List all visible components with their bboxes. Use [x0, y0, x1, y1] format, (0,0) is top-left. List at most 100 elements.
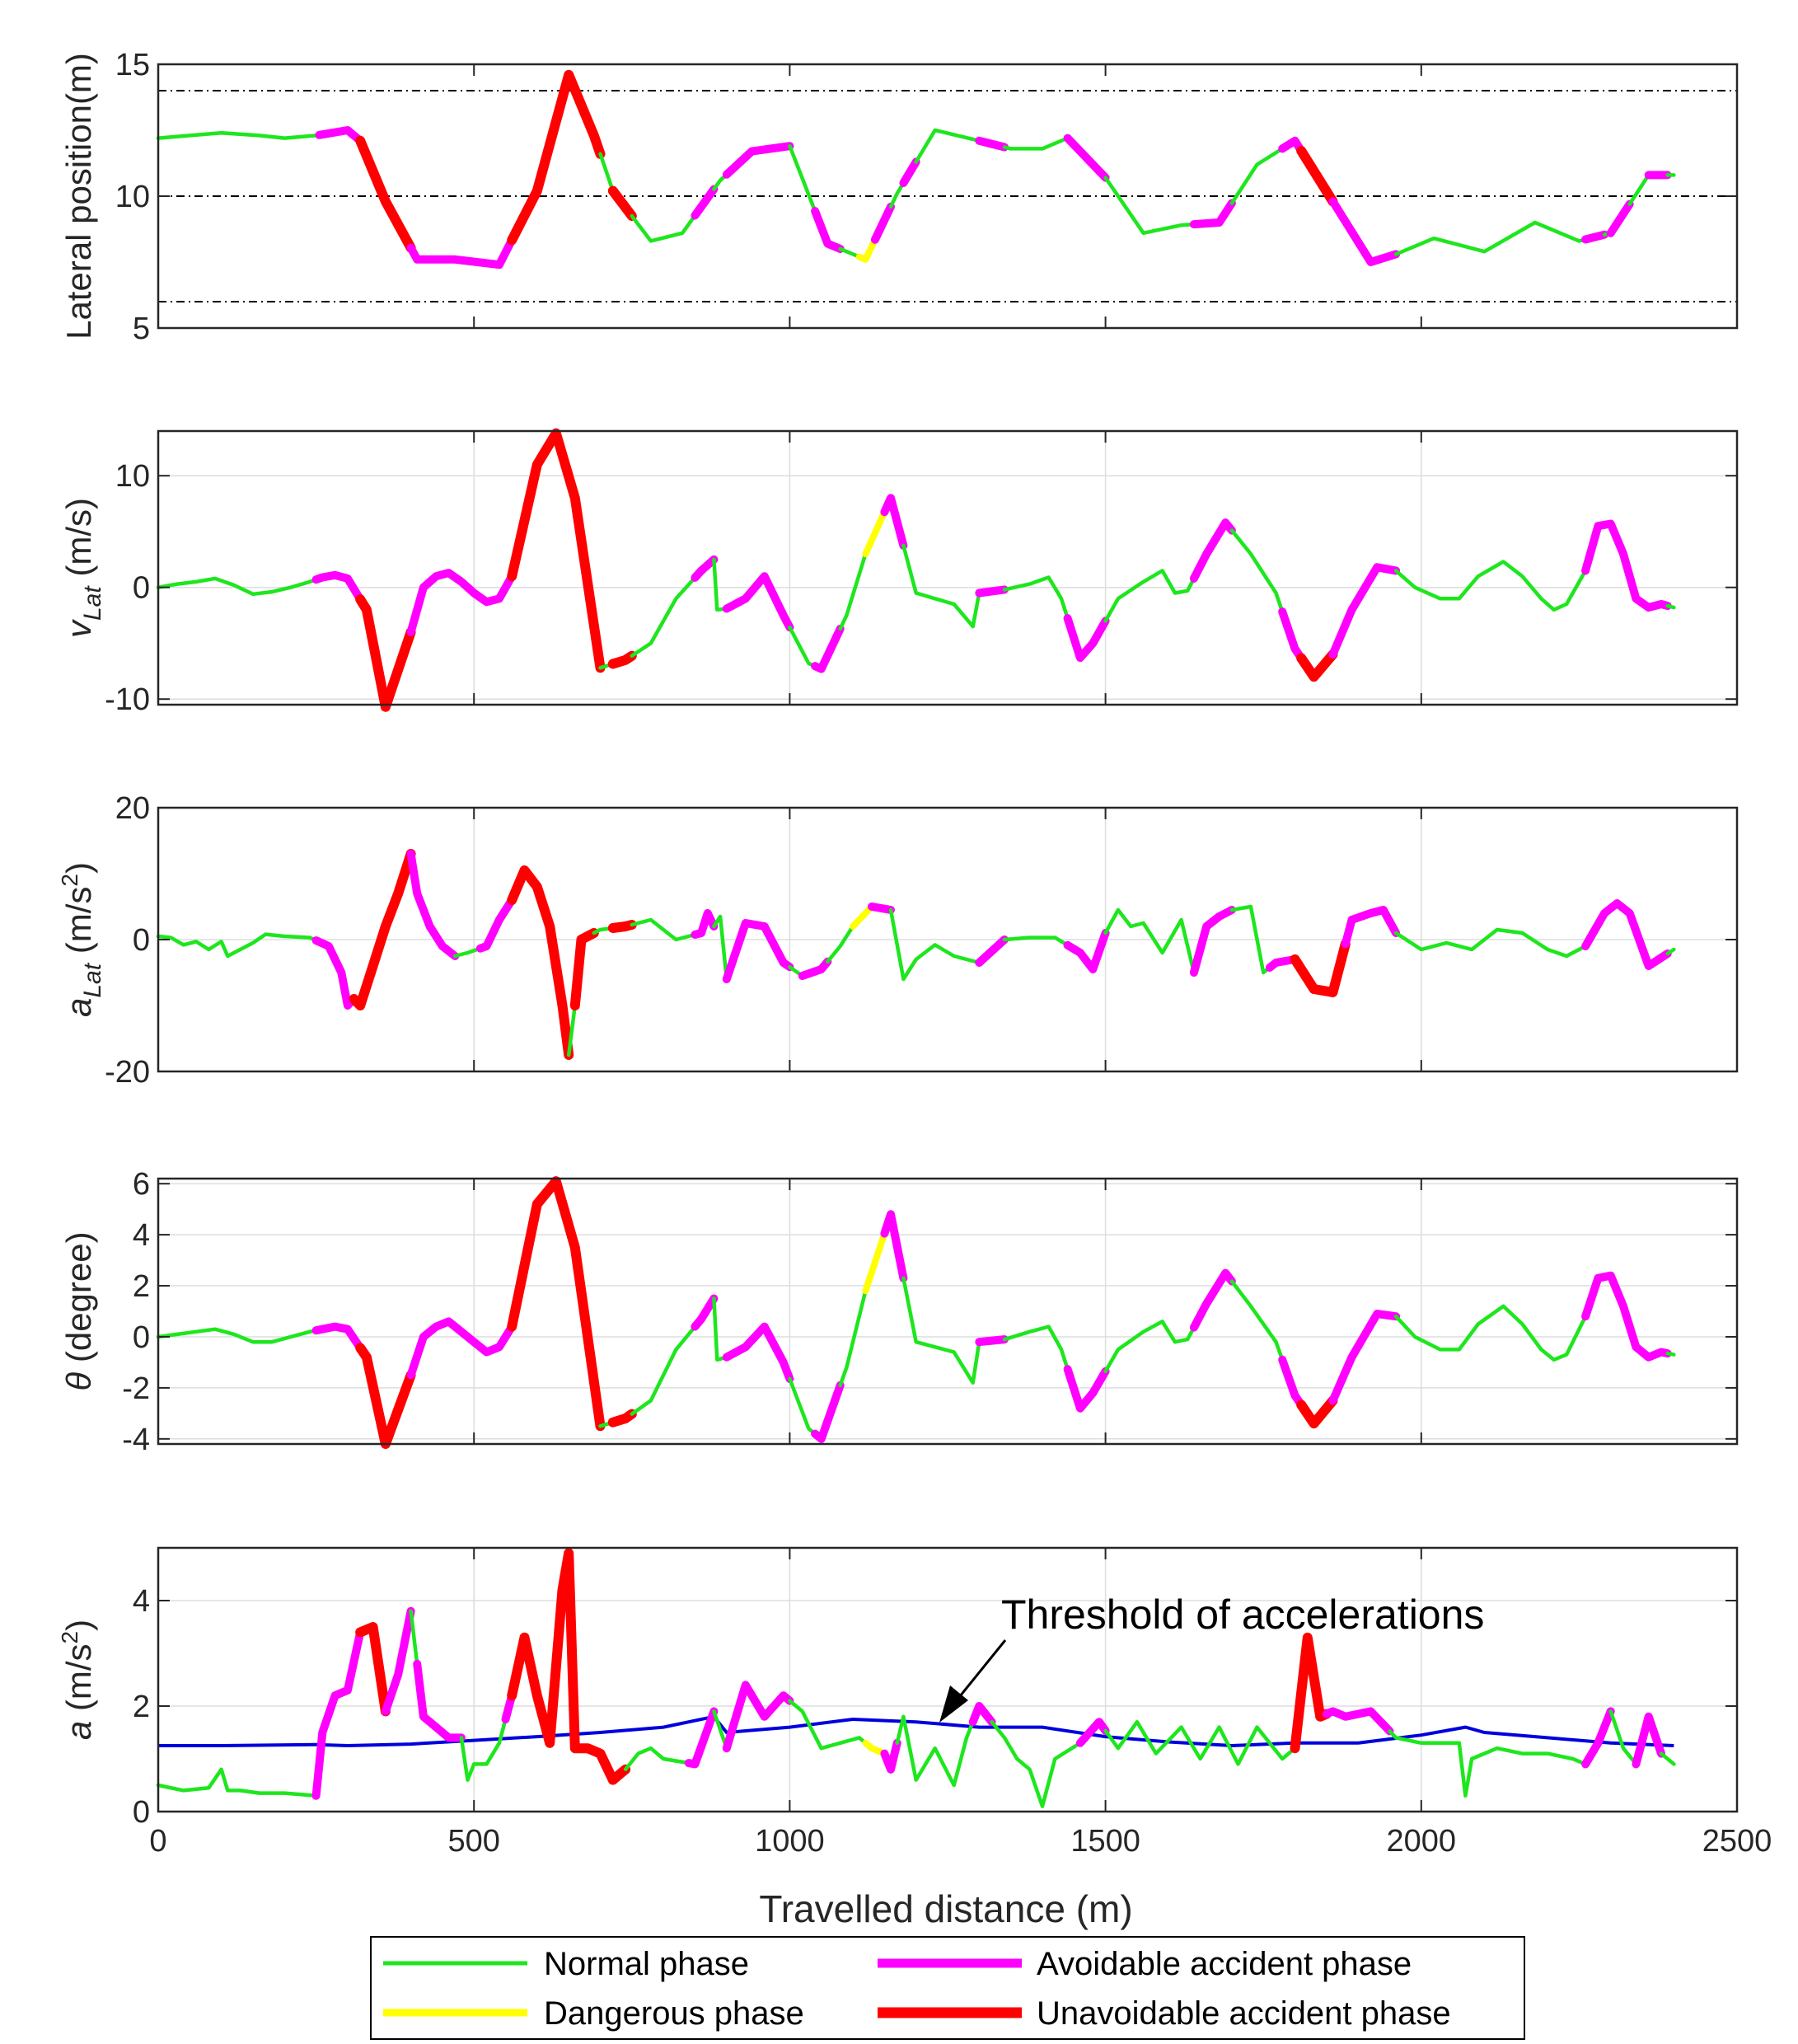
series-segment-avoidable-3: [406, 236, 517, 270]
series-segment-normal-32: [1627, 173, 1651, 206]
series-segment-avoidable-26: [1632, 1712, 1665, 1769]
series-segment-normal-13: [838, 551, 868, 631]
legend-label-unavoidable: Unavoidable accident phase: [1037, 1995, 1451, 2032]
y-axis-label: vLat (m/s): [59, 498, 106, 638]
series-segment-unavoidable-6: [507, 865, 574, 1060]
series-segment-unavoidable-8: [507, 1548, 631, 1785]
legend-box: [370, 1936, 1525, 2040]
series-segment-avoidable-21: [975, 935, 1009, 967]
series-segment-normal-6: [459, 1717, 508, 1782]
series-segment-normal-16: [901, 1276, 981, 1385]
series-segment-unavoidable-24: [1296, 1395, 1338, 1429]
series-segment-avoidable-10: [684, 1707, 719, 1769]
y-tick-label: -10: [105, 682, 150, 717]
series-segment-avoidable-25: [1328, 563, 1401, 659]
series-segment-avoidable-25: [1328, 1310, 1401, 1405]
series-segment-normal-7: [630, 213, 697, 243]
y-tick-label: 2: [133, 1690, 150, 1724]
series-segment-avoidable-17: [975, 1335, 1009, 1347]
x-tick-label: 2500: [1702, 1824, 1772, 1859]
series-segment-avoidable-29: [1581, 230, 1609, 244]
y-tick-label: 0: [133, 1320, 150, 1355]
series-segment-avoidable-21: [1189, 1268, 1236, 1332]
series-segment-unavoidable-2: [355, 1343, 416, 1449]
series-segment-avoidable-17: [968, 1702, 996, 1727]
series-segment-avoidable-3: [406, 850, 460, 960]
series-segment-avoidable-12: [811, 207, 845, 253]
y-tick-label: 10: [115, 180, 150, 214]
series-segment-normal-16: [901, 543, 981, 629]
series-segment-avoidable-19: [1075, 1718, 1110, 1747]
series-segment-normal-0: [156, 932, 318, 959]
series-segment-avoidable-31: [1581, 899, 1672, 970]
y-tick-label: 10: [115, 459, 150, 494]
series-segment-avoidable-17: [899, 157, 920, 187]
series-segment-avoidable-12: [722, 1681, 794, 1753]
series-segment-unavoidable-10: [607, 920, 637, 933]
series-segment-normal-28: [1393, 220, 1588, 256]
series-segment-normal-28: [1665, 1351, 1676, 1357]
y-tick-label: 6: [133, 1167, 150, 1202]
series-segment-unavoidable-4: [507, 428, 606, 673]
series-segment-normal-13: [838, 1288, 868, 1388]
series-segment-avoidable-12: [691, 909, 719, 939]
y-axis-label: θ (degree): [59, 1231, 98, 1390]
threshold-annotation: Threshold of accelerations: [939, 1592, 1484, 1723]
series-segment-dangerous-14: [862, 1230, 888, 1295]
series-segment-normal-0: [156, 1327, 318, 1344]
series-segment-unavoidable-6: [607, 185, 637, 221]
y-tick-label: 5: [133, 312, 150, 346]
series-segment-normal-16: [895, 1714, 975, 1788]
y-tick-label: 0: [133, 1795, 150, 1830]
series-segment-avoidable-1: [311, 1628, 365, 1800]
series-segment-avoidable-12: [811, 624, 845, 673]
series-segment-normal-26: [1393, 1304, 1588, 1362]
series-segment-avoidable-19: [1063, 1365, 1110, 1413]
series-segment-avoidable-27: [1328, 197, 1401, 266]
series-segment-normal-30: [1393, 927, 1588, 959]
y-tick-label: 2: [133, 1269, 150, 1304]
series-segment-normal-20: [1002, 136, 1070, 151]
panel-accel: 0 2 4 0 500 1000 1500 2000 2500 a (m/s2): [57, 1546, 1772, 1859]
x-tick-label: 500: [447, 1824, 499, 1859]
series-segment-normal-23: [1388, 1729, 1588, 1798]
y-tick-label: -2: [122, 1371, 150, 1406]
series-segment-avoidable-15: [880, 1738, 901, 1774]
series-segment-normal-13: [788, 1699, 868, 1751]
legend-label-normal: Normal phase: [544, 1946, 749, 1982]
panel-vlat: -10 0 10 vLat (m/s): [59, 428, 1739, 717]
y-tick-label: 0: [133, 923, 150, 958]
series-segment-normal-0: [156, 576, 318, 597]
series-segment-normal-13: [838, 246, 861, 259]
annotation-text: Threshold of accelerations: [1001, 1592, 1484, 1638]
y-tick-label: 0: [133, 571, 150, 606]
series-segment-normal-18: [914, 128, 981, 164]
series-segment-avoidable-3: [406, 1317, 517, 1380]
series-segment-avoidable-1: [311, 1322, 365, 1353]
y-tick-label: -4: [122, 1423, 150, 1457]
series-segment-unavoidable-8: [569, 928, 599, 1010]
series-segment-dangerous-14: [862, 1739, 888, 1757]
series-segment-avoidable-15: [880, 494, 908, 550]
series-segment-unavoidable-6: [607, 650, 637, 669]
panel-theta: -4 -2 0 2 4 6 θ (degree): [59, 1167, 1739, 1457]
series-segment-avoidable-29: [1341, 906, 1401, 949]
series-segment-normal-4: [452, 946, 483, 959]
panel-alat: -20 0 20 aLat (m/s2): [57, 791, 1739, 1090]
series-segment-normal-25: [1608, 1709, 1638, 1766]
axes-box: [157, 1177, 1739, 1446]
series-segment-avoidable-16: [798, 957, 832, 980]
y-tick-label: 20: [115, 791, 150, 826]
y-tick-label: 4: [133, 1218, 150, 1253]
y-tick-label: 15: [115, 48, 150, 82]
series-segment-avoidable-5: [475, 896, 517, 953]
legend-label-dangerous: Dangerous phase: [544, 1995, 804, 2032]
series-segment-avoidable-1: [311, 936, 358, 1010]
series-segment-avoidable-5: [413, 1659, 466, 1742]
series-segment-normal-24: [1103, 907, 1196, 975]
series-segment-avoidable-23: [1063, 929, 1110, 973]
series-segment-avoidable-14: [722, 919, 794, 983]
series-segment-dangerous-14: [862, 509, 888, 558]
panels: 5 10 15 Lateral position(m) -10 0 10 vLat (m/s)…: [57, 48, 1772, 1859]
